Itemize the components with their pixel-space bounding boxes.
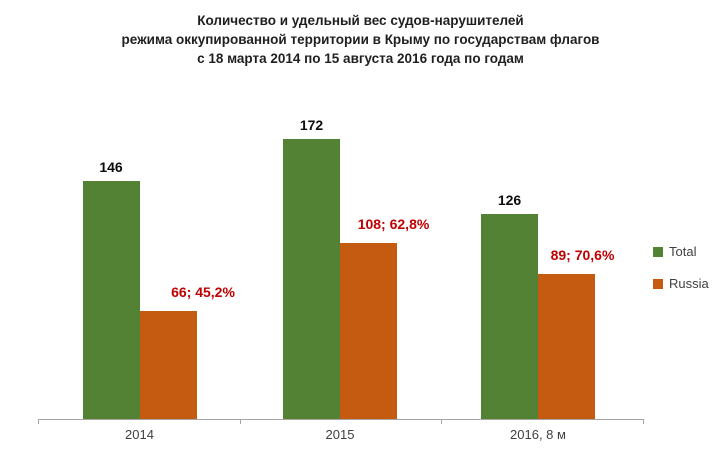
legend-label-russia: Russia <box>669 276 709 291</box>
category-label-2015: 2015 <box>325 427 355 442</box>
x-axis-line <box>38 419 643 420</box>
chart-title-line-2: режима оккупированной территории в Крыму… <box>121 32 600 47</box>
legend-item-russia: Russia <box>653 276 709 291</box>
chart-title-line-3: с 18 марта 2014 по 15 августа 2016 года … <box>197 51 524 66</box>
bar-total-2016-8-м <box>481 213 538 419</box>
chart-title: Количество и удельный вес судов-нарушите… <box>10 11 711 68</box>
chart-title-line-1: Количество и удельный вес судов-нарушите… <box>197 13 524 28</box>
data-label-russia-2014: 66; 45,2% <box>171 284 235 301</box>
data-label-total-2015: 172 <box>299 116 324 133</box>
x-axis-tick-3 <box>643 419 644 424</box>
legend-label-total: Total <box>669 244 697 259</box>
data-label-total-2016-8-м: 126 <box>497 191 522 208</box>
data-label-total-2014: 146 <box>99 159 123 176</box>
x-axis-tick-0 <box>38 419 39 424</box>
category-label-2014: 2014 <box>125 427 154 442</box>
bar-russia-2015 <box>340 242 397 419</box>
bar-russia-2016-8-м <box>538 273 595 419</box>
data-label-russia-2015: 108; 62,8% <box>357 215 430 232</box>
data-label-russia-2016-8-м: 89; 70,6% <box>550 246 615 263</box>
bar-total-2015 <box>283 138 340 419</box>
legend: Total Russia <box>653 244 709 308</box>
bar-russia-2014 <box>139 311 197 419</box>
x-axis-tick-2 <box>441 419 442 424</box>
legend-swatch-russia-icon <box>653 278 663 289</box>
legend-item-total: Total <box>653 244 709 259</box>
x-axis-tick-1 <box>240 419 241 424</box>
legend-swatch-total-icon <box>653 246 663 257</box>
category-label-2016-8-м: 2016, 8 м <box>510 427 566 442</box>
bar-total-2014 <box>82 181 140 419</box>
